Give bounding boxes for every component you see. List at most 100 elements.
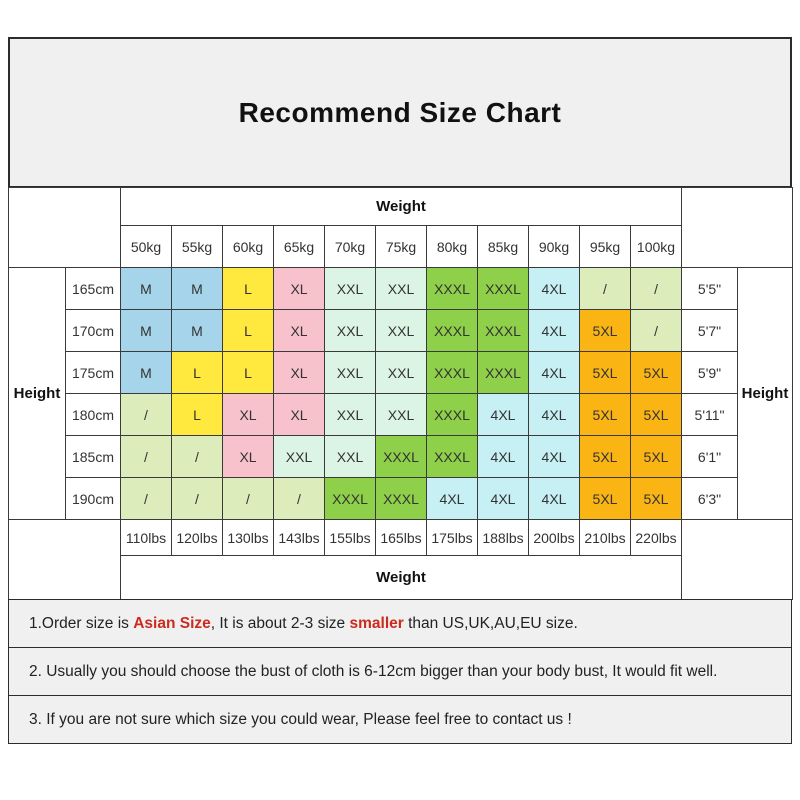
size-cell: XXXL: [426, 309, 478, 352]
size-cell: 4XL: [426, 477, 478, 520]
height-label-left: Height: [8, 267, 66, 520]
size-cell: L: [171, 351, 223, 394]
size-cell: 5XL: [579, 393, 631, 436]
weight-kg-label: 80kg: [426, 225, 478, 268]
table-row: Height 165cm M M L XL XXL XXL XXXL XXXL 4XL //5'5" H…: [8, 267, 794, 520]
weight-header-bottom: Weight: [119, 555, 683, 600]
size-cell: XXL: [324, 267, 376, 310]
size-cell: M: [171, 309, 223, 352]
note-text: 2. Usually you should choose the bust of…: [29, 662, 718, 680]
height-cm-label: 170cm: [65, 309, 121, 352]
size-cell: XXXL: [426, 393, 478, 436]
size-cell: /: [629, 309, 683, 352]
size-cell: /: [171, 435, 223, 478]
size-cell: XL: [273, 309, 325, 352]
size-cell: XXXL: [477, 309, 529, 352]
height-cm-label: 185cm: [65, 435, 121, 478]
size-cell: XXL: [324, 435, 376, 478]
size-cell: XXL: [375, 267, 427, 310]
size-cell: XXXL: [375, 435, 427, 478]
size-chart-sheet: Recommend Size Chart Weight 50kg 55kg 60kg 6…: [8, 0, 794, 744]
weight-kg-label: 90kg: [528, 225, 580, 268]
size-cell: XXL: [324, 351, 376, 394]
size-cell: /: [120, 435, 172, 478]
size-cell: 5XL: [629, 477, 683, 520]
size-cell: /: [629, 267, 683, 310]
size-cell: L: [222, 309, 274, 352]
weight-lbs-label: 130lbs: [222, 519, 274, 556]
size-cell: L: [171, 393, 223, 436]
size-cell: XL: [222, 393, 274, 436]
size-cell: XXXL: [426, 435, 478, 478]
weight-kg-label: 95kg: [579, 225, 631, 268]
size-cell: XXL: [324, 309, 376, 352]
size-cell: XXXL: [426, 267, 478, 310]
height-imperial-label: 5'11": [681, 393, 739, 436]
weight-lbs-label: 165lbs: [375, 519, 427, 556]
size-chart-table: Weight 50kg 55kg 60kg 65kg 70kg 75kg 80kg 85kg 90…: [8, 187, 794, 600]
size-cell: XL: [273, 393, 325, 436]
size-cell: XXXL: [324, 477, 376, 520]
note-highlight-text: smaller: [349, 614, 404, 632]
height-cm-label: 180cm: [65, 393, 121, 436]
table-row: 175cm M L L XL XXL XXL XXXL XXXL 4XL 5XL 5XL 5'9": [9, 351, 793, 394]
height-label-right: Height: [737, 267, 794, 520]
weight-kg-label: 55kg: [171, 225, 223, 268]
weight-header-top: Weight: [119, 187, 683, 226]
size-cell: XXXL: [477, 267, 529, 310]
size-cell: /: [273, 477, 325, 520]
note-line: 2. Usually you should choose the bust of…: [8, 647, 792, 696]
size-cell: 4XL: [477, 477, 529, 520]
weight-kg-label: 100kg: [629, 225, 683, 268]
weight-kg-label: 75kg: [375, 225, 427, 268]
note-highlight-text: Asian Size: [133, 614, 211, 632]
note-text: , It is about 2-3 size: [210, 614, 350, 632]
size-cell: L: [222, 351, 274, 394]
size-cell: M: [171, 267, 223, 310]
height-imperial-label: 6'1": [681, 435, 739, 478]
size-cell: XXL: [324, 393, 376, 436]
notes-section: 1.Order size is Asian Size, It is about …: [8, 599, 792, 744]
size-cell: XXL: [273, 435, 325, 478]
table-row: 180cm / L XL XL XXL XXL XXXL 4XL 4XL 5XL 5XL 5'11": [9, 393, 793, 436]
size-cell: /: [120, 393, 172, 436]
table-row: 185cm / / XL XXL XXL XXXL XXXL 4XL 4XL 5XL 5XL 6'1": [9, 435, 793, 478]
size-cell: XXL: [375, 393, 427, 436]
table-row: 190cm / / / / XXXL XXXL 4XL 4XL 4XL 5XL 5XL 6'3": [9, 477, 793, 520]
page-title: Recommend Size Chart: [238, 96, 562, 128]
size-cell: 4XL: [528, 435, 580, 478]
weight-kg-label: 65kg: [273, 225, 325, 268]
size-cell: XXL: [375, 309, 427, 352]
height-imperial-label: 5'7": [681, 309, 739, 352]
size-cell: 4XL: [528, 267, 580, 310]
size-cell: 5XL: [629, 351, 683, 394]
weight-lbs-label: 200lbs: [528, 519, 580, 556]
weight-lbs-label: 120lbs: [171, 519, 223, 556]
size-cell: XXXL: [426, 351, 478, 394]
size-cell: XXL: [375, 351, 427, 394]
weight-kg-label: 70kg: [324, 225, 376, 268]
size-cell: /: [171, 477, 223, 520]
note-line: 1.Order size is Asian Size, It is about …: [8, 599, 792, 648]
size-cell: /: [579, 267, 631, 310]
weight-lbs-label: 188lbs: [477, 519, 529, 556]
size-cell: XL: [222, 435, 274, 478]
weight-lbs-label: 155lbs: [324, 519, 376, 556]
height-cm-label: 165cm: [65, 267, 121, 310]
weight-kg-label: 85kg: [477, 225, 529, 268]
size-cell: 4XL: [477, 393, 529, 436]
size-cell: XL: [273, 267, 325, 310]
height-imperial-label: 5'9": [681, 351, 739, 394]
corner-bottom-left: [8, 519, 121, 600]
size-cell: 5XL: [579, 435, 631, 478]
table-row: 170cm M M L XL XXL XXL XXXL XXXL 4XL 5XL/5'7": [9, 309, 793, 352]
size-cell: XXXL: [477, 351, 529, 394]
height-imperial-label: 5'5": [681, 267, 739, 310]
size-cell: XXXL: [375, 477, 427, 520]
size-cell: 4XL: [528, 393, 580, 436]
corner-top-right: [681, 187, 794, 268]
size-cell: 4XL: [477, 435, 529, 478]
size-cell: M: [120, 309, 172, 352]
size-cell: 5XL: [629, 393, 683, 436]
weight-lbs-label: 220lbs: [629, 519, 683, 556]
